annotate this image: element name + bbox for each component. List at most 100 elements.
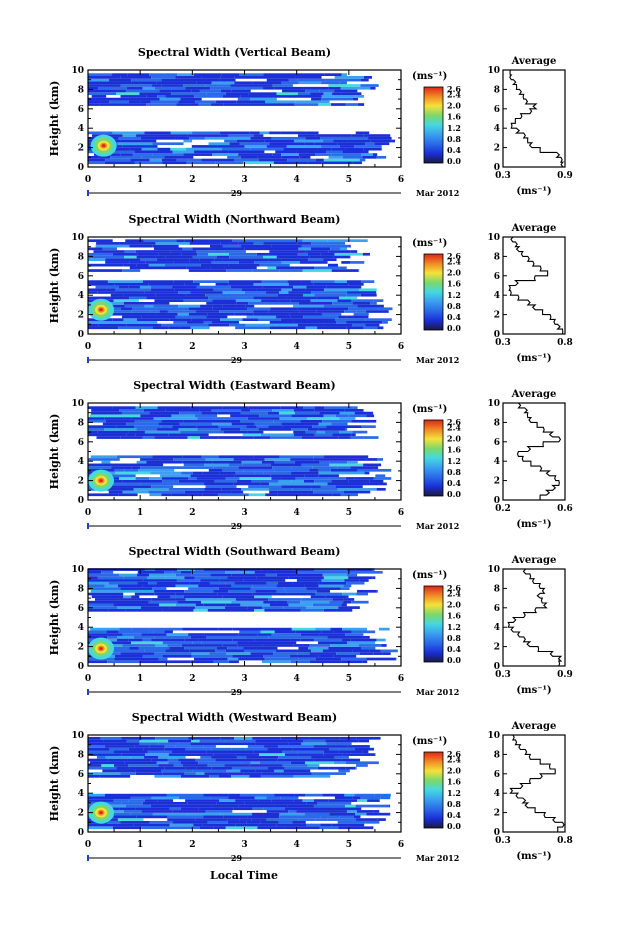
echo-cell [129, 261, 146, 264]
echo-cell [278, 299, 291, 302]
echo-cell [196, 285, 231, 289]
echo-cell [167, 644, 182, 647]
echo-cell [114, 657, 137, 661]
echo-cell [307, 417, 340, 420]
echo-cell [350, 638, 377, 642]
echo-cell [88, 131, 113, 135]
echo-cell [374, 142, 390, 146]
echo-cell [294, 103, 319, 106]
echo-cell [366, 458, 378, 461]
echo-cell [139, 258, 157, 262]
echo-cell [117, 635, 134, 639]
echo-cell [207, 608, 234, 612]
echo-cell [178, 796, 211, 800]
echo-cell [287, 592, 316, 596]
echo-cell [171, 750, 207, 754]
echo-cell [321, 145, 340, 148]
echo-cell [314, 293, 347, 297]
echo-cell [104, 793, 135, 797]
echo-cell [201, 641, 238, 645]
echo-cell [334, 755, 349, 759]
echo-cell [140, 606, 170, 609]
echo-cell [281, 81, 299, 85]
echo-cell [286, 600, 301, 604]
echo-cell [361, 280, 375, 283]
echo-cell [356, 736, 381, 740]
echo-cell [319, 411, 340, 415]
echo-cell [236, 742, 256, 746]
y-tick-label: 2 [78, 144, 84, 154]
echo-cell [119, 627, 132, 631]
echo-cell [352, 301, 371, 305]
echo-cell [217, 411, 241, 415]
echo-cell [211, 409, 242, 412]
x-tick-label: 4 [294, 175, 300, 185]
echo-cell [305, 606, 339, 609]
echo-cell [377, 326, 384, 330]
echo-cell [305, 89, 320, 93]
echo-cell [264, 608, 301, 612]
echo-cell [190, 474, 224, 478]
average-profile-line [516, 402, 562, 501]
echo-cell [287, 804, 314, 808]
echo-cell [349, 244, 351, 248]
echo-cell [292, 820, 306, 824]
echo-cell [270, 463, 294, 467]
echo-cell [189, 581, 200, 585]
echo-cell [274, 460, 295, 464]
echo-cell [338, 606, 360, 609]
echo-cell [104, 584, 118, 588]
echo-cell [159, 89, 172, 93]
echo-cell [219, 78, 236, 82]
echo-cell [300, 600, 330, 604]
echo-cell [300, 419, 323, 423]
echo-cell [236, 301, 249, 305]
echo-cell [279, 455, 314, 459]
echo-cell [271, 244, 302, 248]
echo-cell [231, 766, 268, 770]
echo-cell [257, 826, 285, 830]
echo-cell [190, 742, 224, 746]
echo-cell [106, 310, 132, 313]
echo-cell [305, 326, 318, 330]
echo-cell [314, 142, 338, 146]
echo-cell [250, 147, 284, 151]
colorbar-tick-label: 1.6 [447, 279, 461, 289]
echo-cell [193, 280, 206, 283]
echo-cell [268, 258, 282, 262]
echo-cell [326, 285, 362, 289]
y-tick-label: 6 [78, 272, 84, 282]
echo-layers [88, 568, 398, 664]
echo-cell [252, 269, 280, 272]
echo-cell [305, 793, 323, 797]
echo-cell [125, 89, 160, 93]
echo-cell [91, 95, 107, 98]
echo-cell [299, 573, 323, 577]
echo-cell [352, 97, 359, 101]
echo-cell [307, 428, 319, 431]
echo-cell [270, 307, 298, 311]
echo-layers [88, 736, 391, 830]
echo-cell [330, 468, 358, 472]
echo-cell [213, 826, 226, 830]
echo-cell [288, 810, 297, 813]
colorbar-tick-label: 0.4 [447, 312, 461, 322]
echo-cell [120, 153, 133, 156]
echo-cell [199, 406, 223, 410]
echo-cell [357, 468, 392, 472]
echo-cell [157, 406, 191, 410]
echo-cell [304, 584, 319, 588]
echo-cell [266, 581, 278, 585]
echo-cell [118, 285, 129, 289]
echo-cell [122, 490, 149, 494]
echo-cell [310, 595, 326, 599]
colorbar-tick-label: 0.0 [447, 323, 461, 333]
echo-cell [203, 745, 216, 748]
echo-cell [142, 638, 152, 642]
colorbar-unit: (ms⁻¹) [412, 404, 447, 415]
echo-cell [187, 134, 221, 137]
y-tick-label: 10 [71, 66, 84, 76]
echo-cell [108, 490, 123, 494]
echo-cell [136, 134, 156, 137]
echo-cell [149, 477, 162, 480]
